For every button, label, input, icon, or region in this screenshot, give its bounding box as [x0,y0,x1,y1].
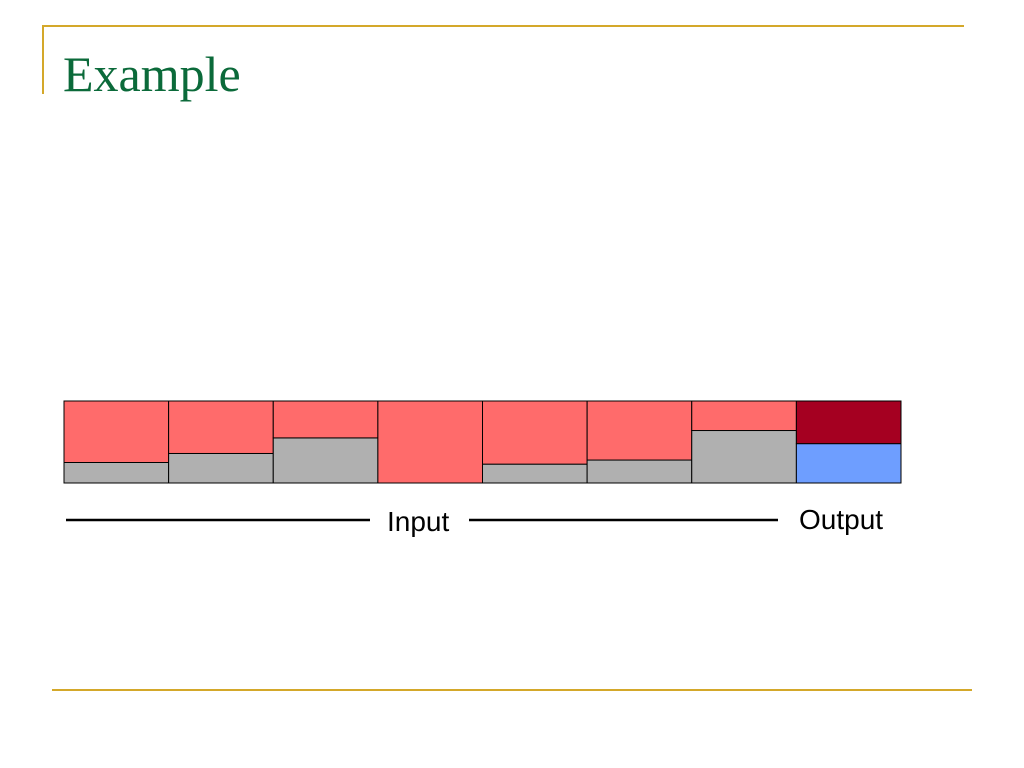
input-cell-7-remainder [691,430,797,484]
input-cell-5-fill [482,400,588,465]
output-label: Output [799,504,883,535]
input-cell-5-remainder [482,463,588,484]
title-left-rule [42,26,44,94]
input-cell-6-remainder [586,459,693,484]
input-cell-4-fill [377,400,483,484]
input-cell-7-fill [691,400,797,432]
input-label: Input [387,506,449,537]
cell-row [63,400,902,484]
input-cell-3-remainder [272,437,379,484]
input-cell-6-fill [586,400,693,461]
output-cell-fill [795,400,902,445]
input-cell-1-fill [63,400,170,463]
output-cell-remainder [795,443,902,484]
input-cell-1-remainder [63,462,170,484]
input-cell-2-remainder [168,452,274,484]
title-top-rule [42,25,964,27]
bottom-rule [52,689,972,691]
input-cell-3-fill [272,400,379,439]
input-cell-2-fill [168,400,274,454]
slide-title: Example [63,46,241,102]
